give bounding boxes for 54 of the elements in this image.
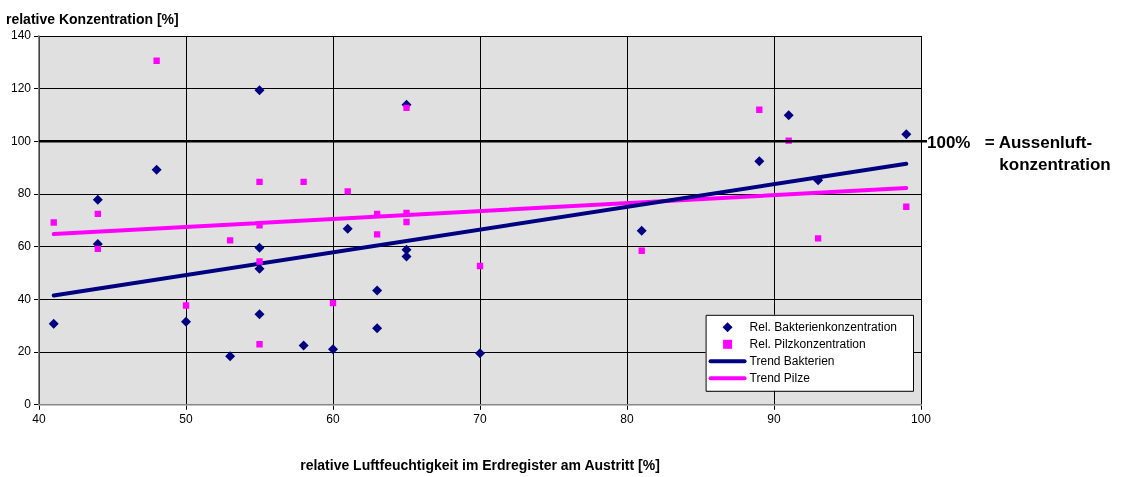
x-tick-label: 50 [179,412,194,427]
point [256,341,263,348]
point [254,85,265,96]
point [256,178,263,186]
point [754,156,765,167]
point [298,340,309,351]
legend-label: Trend Bakterien [749,353,835,368]
point [814,235,822,242]
point [372,285,383,296]
point [153,57,160,64]
x-tick-label: 80 [620,412,634,427]
point [373,231,381,238]
x-tick-label: 100 [910,412,932,427]
point [151,164,162,175]
point [254,242,265,253]
point [636,225,647,236]
point [226,237,234,244]
x-tick-label: 90 [767,412,781,427]
legend-label: Rel. Pilzkonzentration [749,336,866,351]
point [300,178,307,186]
point [403,218,410,226]
point [342,223,353,234]
legend-label: Trend Pilze [749,370,811,385]
point [344,188,351,195]
ref-line-label: 100% = Aussenluft-konzentration [927,133,1111,175]
point [181,316,192,327]
y-tick-label: 40 [17,291,32,306]
point [901,129,912,140]
legend-label: Rel. Bakterienkonzentration [749,319,898,334]
y-axis-title: relative Konzentration [%] [6,11,179,27]
y-tick-label: 100 [10,133,32,148]
point [254,309,265,320]
point [475,348,486,359]
y-tick-label: 140 [10,28,32,43]
point [328,344,339,355]
point [50,219,57,226]
point [256,258,263,265]
x-tick-label: 70 [473,412,487,427]
y-tick-label: 80 [17,186,32,201]
x-tick-label: 40 [32,412,47,427]
point [48,318,59,329]
point [225,351,236,362]
point [783,110,794,121]
y-tick-label: 0 [24,397,32,412]
point [92,194,103,205]
point [403,104,410,112]
x-tick-label: 60 [326,412,341,427]
y-tick-label: 20 [17,344,32,359]
y-tick-label: 120 [10,81,32,95]
y-tick-label: 60 [17,239,32,254]
point [182,302,190,309]
point [813,175,824,186]
point [372,323,383,334]
x-axis-title: relative Luftfeuchtigkeit im Erdregister am Austritt [%] [300,457,660,474]
